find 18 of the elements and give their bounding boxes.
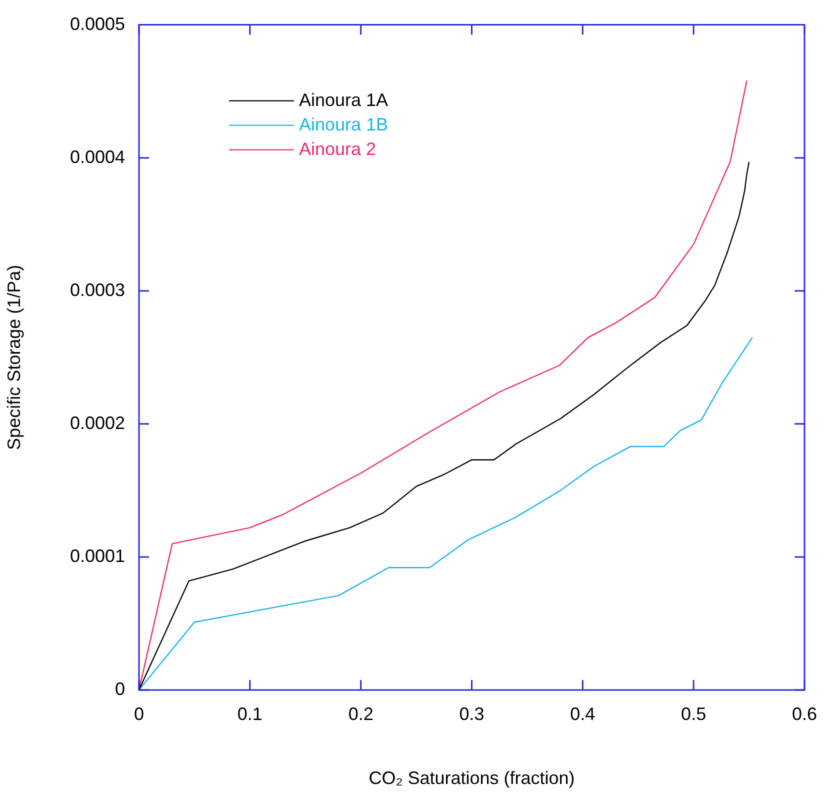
x-tick-label: 0.5	[681, 704, 706, 724]
y-axis-title: Specific Storage (1/Pa)	[4, 264, 24, 450]
y-tick-label: 0.0005	[70, 14, 125, 34]
legend-label: Ainoura 1B	[299, 114, 388, 134]
x-tick-label: 0.3	[459, 704, 484, 724]
x-tick-label: 0.1	[237, 704, 262, 724]
y-tick-label: 0.0002	[70, 412, 125, 433]
x-tick-label: 0	[134, 704, 144, 724]
x-tick-label: 0.2	[348, 704, 374, 724]
x-tick-label: 0.6	[792, 704, 818, 724]
legend-label: Ainoura 2	[299, 138, 376, 159]
legend-label: Ainoura 1A	[299, 90, 388, 110]
y-tick-label: 0.0001	[70, 546, 125, 566]
y-tick-label: 0.0004	[70, 146, 125, 167]
y-tick-label: 0	[114, 678, 125, 699]
x-tick-label: 0.4	[570, 704, 596, 724]
y-tick-label: 0.0003	[70, 280, 125, 300]
x-axis-title: CO₂ Saturations (fraction)	[368, 768, 575, 788]
